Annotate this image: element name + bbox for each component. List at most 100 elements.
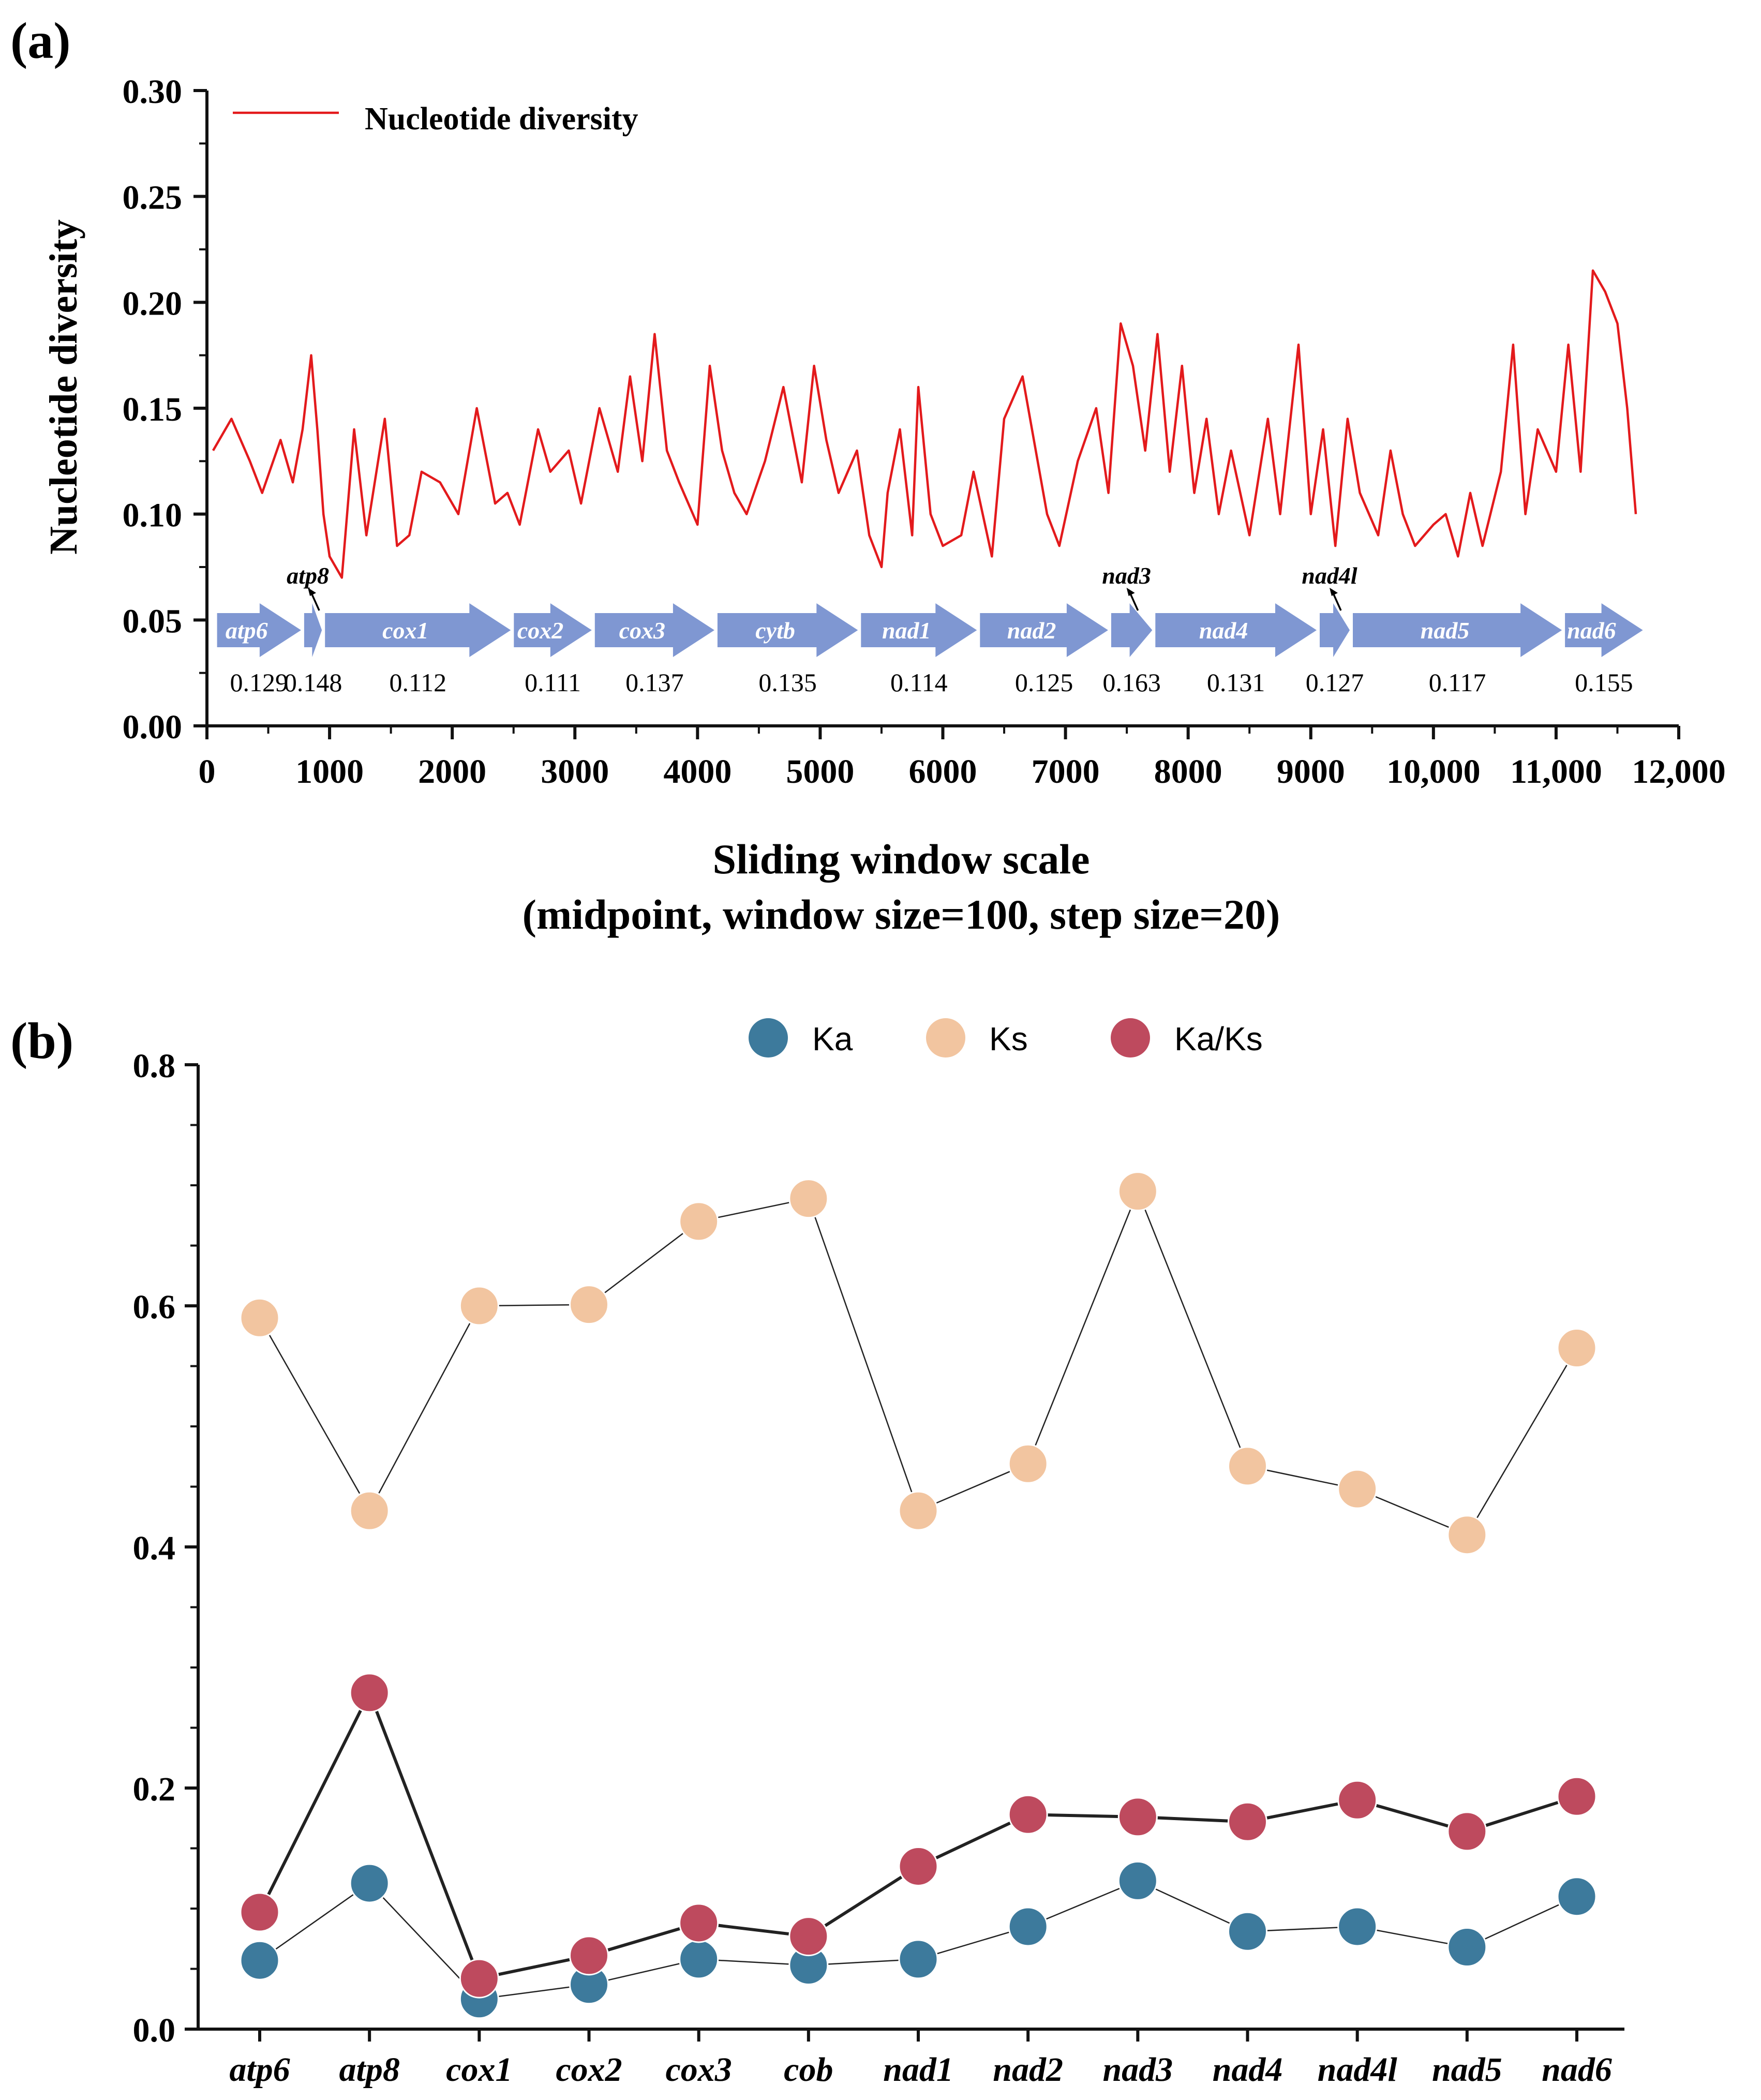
legend-b: Ka Ks Ka/Ks (749, 1018, 1263, 1058)
point-ka-atp8 (349, 1863, 390, 1903)
gene-label-atp8: atp8 (287, 562, 329, 589)
point-ks-atp6 (240, 1298, 280, 1338)
x-tick-label-nad4l: nad4l (1318, 2051, 1398, 2089)
gene-pi-value-nad2: 0.125 (1015, 668, 1073, 697)
x-axis-subtitle-a: (midpoint, window size=100, step size=20… (523, 891, 1280, 938)
point-ka-nad6 (1557, 1876, 1597, 1917)
point-ks-nad1 (898, 1491, 938, 1531)
gene-label-cytb: cytb (755, 617, 795, 644)
legend-kaks-label: Ka/Ks (1174, 1020, 1263, 1058)
panel-b-points (240, 1171, 1597, 2019)
point-ks-cox3 (679, 1201, 719, 1242)
panel-a-axes: 0.00 0.05 0.10 0.15 0.20 0.25 0.30 0 1000 2000 300… (123, 73, 1726, 791)
gene-arrow-nad4 (1155, 603, 1317, 657)
gene-arrow-nad3 (1111, 603, 1153, 657)
gene-pi-value-cytb: 0.135 (758, 668, 817, 697)
point-ks-cox1 (459, 1286, 499, 1326)
legend-label-nucleotide-diversity: Nucleotide diversity (365, 101, 638, 137)
point-kaks-cob (788, 1916, 829, 1957)
x-tick-label-a: 0 (199, 753, 216, 791)
x-tick-label-a: 2000 (418, 753, 486, 791)
point-ks-atp8 (349, 1491, 390, 1531)
x-tick-label-a: 10,000 (1386, 753, 1481, 791)
gene-pi-value-nad4l: 0.127 (1306, 668, 1364, 697)
point-ks-nad2 (1008, 1443, 1048, 1484)
gene-label-atp6: atp6 (226, 617, 268, 644)
point-kaks-nad3 (1117, 1797, 1158, 1837)
point-kaks-cox3 (679, 1903, 719, 1943)
point-ka-cox3 (679, 1939, 719, 1979)
x-tick-label-nad5: nad5 (1432, 2051, 1502, 2089)
point-kaks-atp8 (349, 1673, 390, 1713)
point-kaks-nad1 (898, 1846, 938, 1886)
gene-arrow-nad4l (1320, 603, 1350, 657)
gene-arrow-nad1 (861, 603, 977, 657)
gene-arrow-cytb (717, 603, 858, 657)
x-tick-label-cox2: cox2 (556, 2051, 622, 2089)
x-tick-label-nad2: nad2 (993, 2051, 1063, 2089)
point-ks-cox2 (569, 1285, 609, 1325)
x-tick-label-a: 5000 (786, 753, 854, 791)
gene-pi-value-cox3: 0.137 (625, 668, 684, 697)
gene-arrow-cox1 (325, 603, 511, 657)
point-kaks-nad2 (1008, 1794, 1048, 1835)
legend-ka-marker (749, 1018, 788, 1058)
x-tick-label-a: 11,000 (1510, 753, 1602, 791)
x-tick-label-a: 1000 (295, 753, 364, 791)
gene-pi-value-nad1: 0.114 (890, 668, 948, 697)
legend-ks-label: Ks (989, 1020, 1028, 1058)
y-tick-label-a: 0.00 (123, 708, 183, 746)
point-ks-cob (788, 1179, 829, 1219)
x-tick-label-a: 3000 (541, 753, 609, 791)
gene-pointer-head-atp8 (308, 588, 317, 596)
series-line-kaks (258, 1691, 1577, 1980)
x-tick-label-a: 8000 (1154, 753, 1222, 791)
y-tick-label-a: 0.15 (123, 391, 183, 428)
gene-label-nad4: nad4 (1199, 617, 1248, 644)
gene-label-nad3: nad3 (1102, 562, 1151, 589)
point-ka-nad3 (1117, 1860, 1158, 1901)
x-axis-title-a: Sliding window scale (712, 836, 1090, 883)
gene-pointer-head-nad3 (1126, 588, 1135, 596)
series-line-ks (259, 1190, 1578, 1536)
gene-pi-value-nad3: 0.163 (1102, 668, 1161, 697)
gene-pi-value-cox2: 0.111 (525, 668, 581, 697)
point-kaks-cox1 (459, 1958, 499, 1999)
panel-a-gene-map: atp6 0.129 atp8 0.148 cox1 0.112 cox2 0.111 cox3… (217, 562, 1643, 697)
x-tick-label-atp8: atp8 (339, 2051, 399, 2089)
point-kaks-cox2 (569, 1935, 609, 1976)
gene-pi-value-nad5: 0.117 (1429, 668, 1486, 697)
gene-label-nad6: nad6 (1567, 617, 1616, 644)
gene-pointer-head-nad4l (1329, 588, 1338, 596)
x-tick-label-nad1: nad1 (883, 2051, 953, 2089)
y-tick-label-a: 0.10 (123, 497, 183, 534)
gene-arrow-cox3 (594, 603, 714, 657)
y-tick-label-b: 0.6 (133, 1288, 176, 1326)
gene-arrow-nad6 (1565, 603, 1643, 657)
x-tick-label-nad3: nad3 (1102, 2051, 1173, 2089)
gene-arrow-nad5 (1353, 603, 1562, 657)
gene-arrow-nad2 (980, 603, 1108, 657)
point-ka-nad2 (1008, 1907, 1048, 1947)
point-ks-nad5 (1447, 1515, 1487, 1555)
gene-label-cox1: cox1 (382, 617, 428, 644)
legend-kaks-marker (1111, 1018, 1150, 1058)
x-tick-label-a: 4000 (663, 753, 732, 791)
y-tick-label-b: 0.4 (133, 1529, 176, 1567)
gene-pi-value-nad6: 0.155 (1575, 668, 1633, 697)
point-ka-nad5 (1447, 1927, 1487, 1968)
point-kaks-atp6 (240, 1892, 280, 1932)
y-axis-title-a: Nucleotide diversity (42, 219, 85, 555)
legend-ks-marker (926, 1018, 965, 1058)
gene-arrow-atp8 (304, 603, 322, 657)
x-tick-label-a: 7000 (1032, 753, 1100, 791)
panel-b-axes: 0.0 0.2 0.4 0.6 0.8 atp6 atp8 cox1 cox2 cox3 cob na… (133, 1047, 1624, 2089)
x-tick-label-nad4: nad4 (1213, 2051, 1283, 2089)
y-tick-label-b: 0.2 (133, 1770, 176, 1808)
point-ka-atp6 (240, 1940, 280, 1980)
nucleotide-diversity-line (212, 269, 1637, 579)
gene-arrow-cox2 (514, 603, 592, 657)
point-kaks-nad5 (1447, 1811, 1487, 1852)
gene-label-nad2: nad2 (1007, 617, 1056, 644)
